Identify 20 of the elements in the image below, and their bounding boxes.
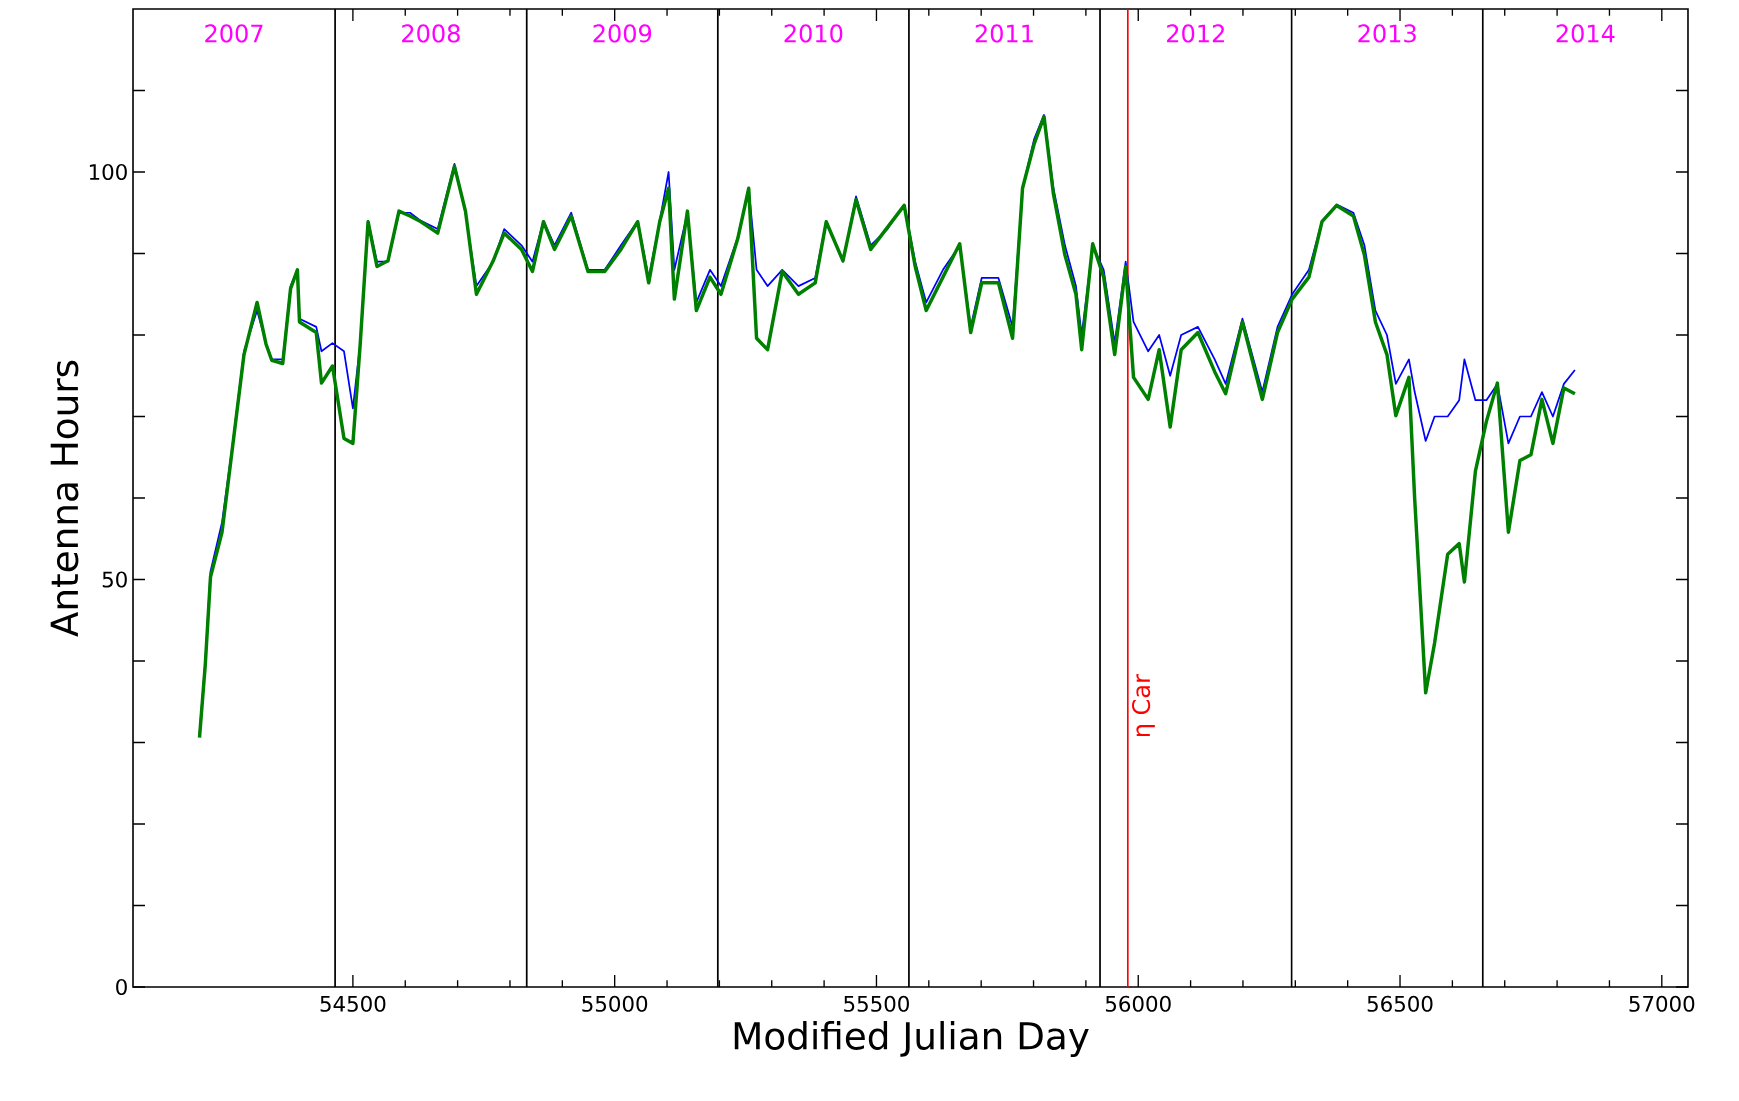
annotation: 2013 <box>1358 24 1416 43</box>
annotation: 2010 <box>784 24 843 43</box>
y-tick-label: 0 <box>116 978 127 996</box>
x-tick-label: 54500 <box>320 995 386 1012</box>
x-tick-label: 56500 <box>1367 995 1433 1012</box>
annotation: 2008 <box>402 24 460 43</box>
y-axis-title: Antenna Hours <box>50 360 79 637</box>
annotation: 2011 <box>975 24 1033 43</box>
y-tick-label: 100 <box>89 163 127 181</box>
annotation: 2014 <box>1556 24 1615 43</box>
annotation: 2009 <box>593 24 652 43</box>
x-axis-title: Modified Julian Day <box>734 1021 1089 1058</box>
x-tick-label: 57000 <box>1629 995 1695 1012</box>
annotation: 2012 <box>1167 24 1224 43</box>
ref-line-label: η Car <box>1132 674 1155 737</box>
annotation: 2007 <box>205 24 263 43</box>
x-tick-label: 55500 <box>844 995 909 1012</box>
x-tick-label: 56000 <box>1105 995 1171 1012</box>
y-tick-label: 50 <box>102 571 127 588</box>
x-tick-label: 55000 <box>582 995 648 1012</box>
